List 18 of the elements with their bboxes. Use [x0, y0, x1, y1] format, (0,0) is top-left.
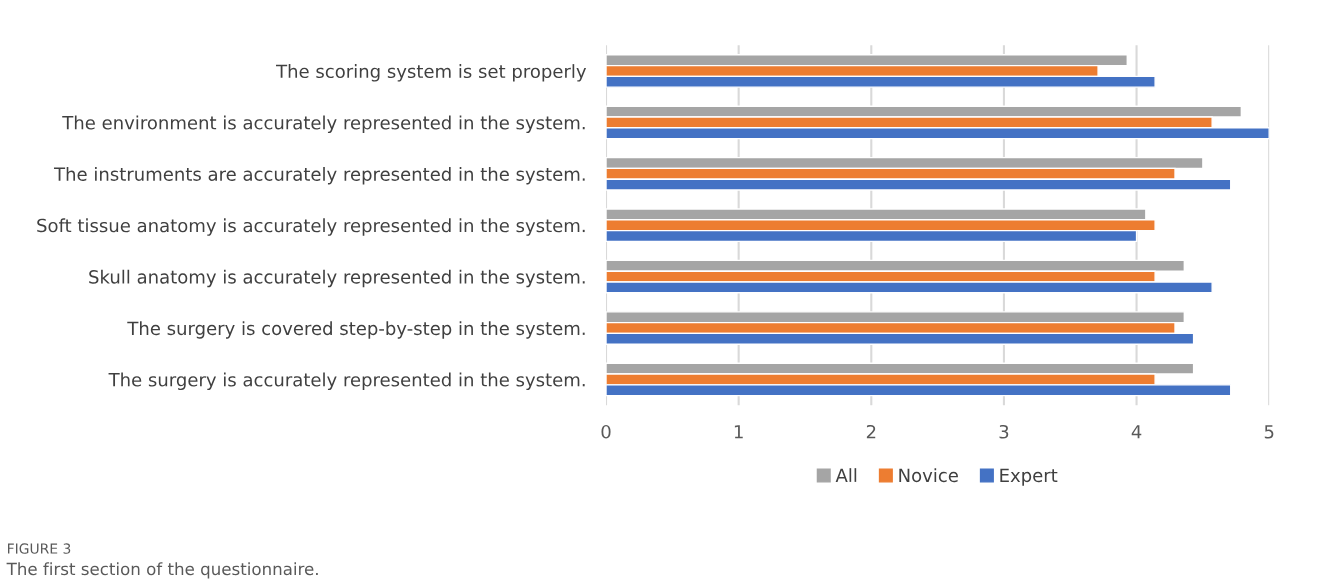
y-tick-label: Skull anatomy is accurately represented in the system.: [89, 269, 585, 288]
text: The first section of the questionnaire.: [6, 562, 318, 579]
x-tick-label: 0: [601, 424, 611, 439]
y-tick-label: The instruments are accurately represented in the system.: [53, 166, 585, 185]
legend-label: All: [835, 468, 857, 482]
x-tick-label: 2: [866, 424, 876, 439]
y-tick-label: The surgery is accurately represented in the system.: [108, 372, 585, 391]
y-tick-label: Soft tissue anatomy is accurately represented in the system.: [37, 218, 585, 236]
y-tick-label: The environment is accurately represented in the system.: [62, 115, 585, 133]
x-tick-label: 3: [999, 424, 1009, 439]
legend-label: Novice: [899, 468, 958, 483]
y-tick-label: The surgery is covered step-by-step in the system.: [127, 321, 585, 339]
legend-label: Expert: [1000, 468, 1058, 486]
y-tick-label: The scoring system is set properly: [276, 64, 587, 82]
x-tick-label: 5: [1264, 425, 1274, 439]
caption: FIGURE 3: [8, 543, 71, 554]
x-tick-label: 1: [734, 425, 743, 439]
x-tick-label: 4: [1131, 425, 1142, 439]
